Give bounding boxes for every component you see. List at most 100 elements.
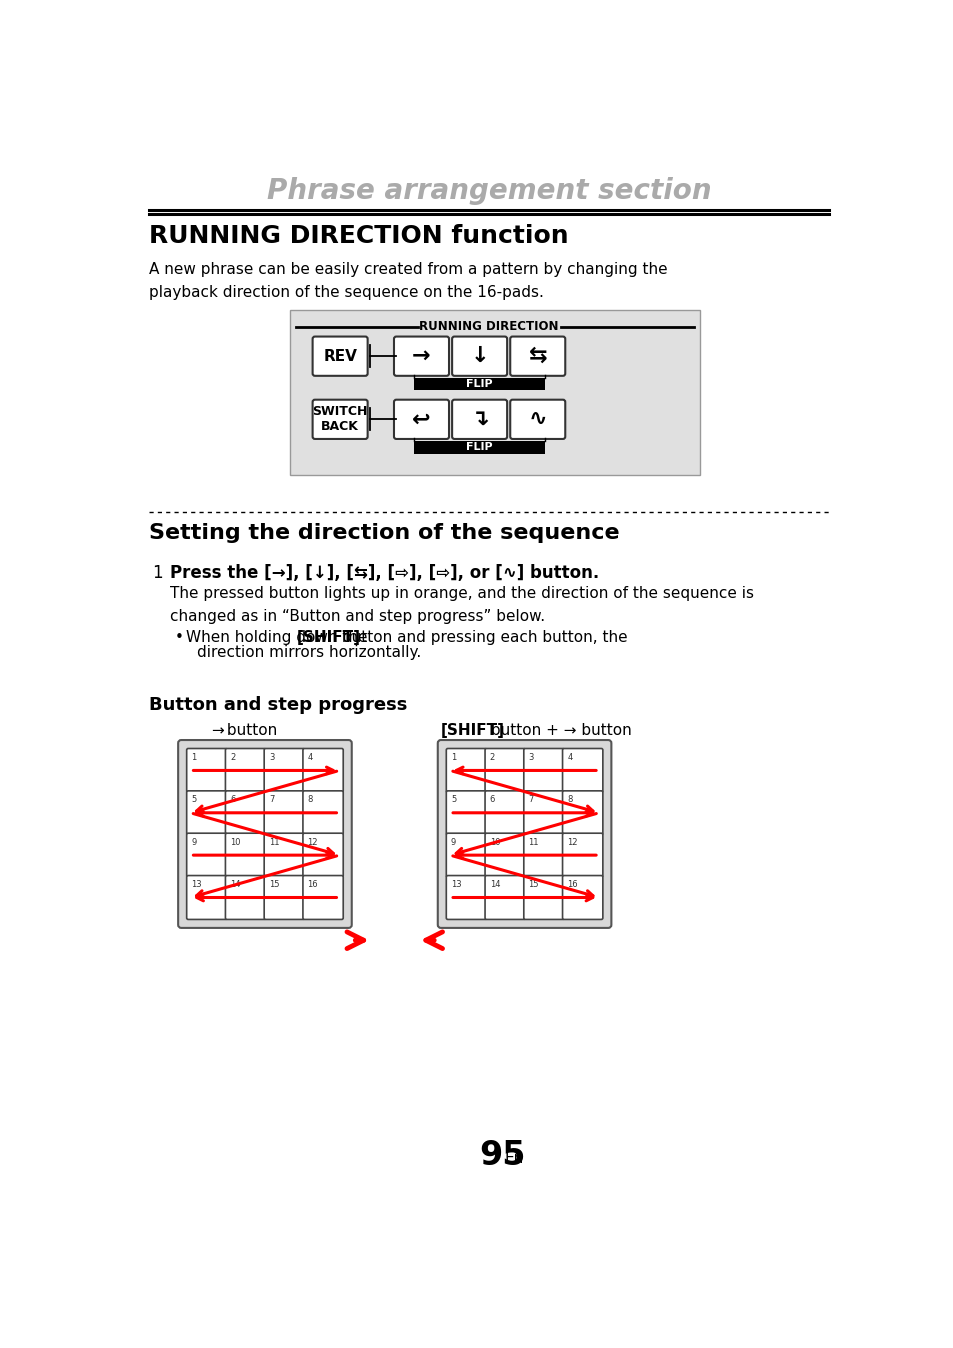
Text: 6: 6 [489,795,495,805]
Text: ⇆: ⇆ [528,346,546,367]
Text: 95: 95 [478,1139,525,1171]
FancyBboxPatch shape [414,441,545,453]
Text: RUNNING DIRECTION: RUNNING DIRECTION [418,319,558,333]
Text: 16: 16 [307,880,318,890]
Text: 2: 2 [489,754,495,762]
Text: 7: 7 [528,795,534,805]
Text: 3: 3 [269,754,274,762]
Text: Press the [→], [↓], [⇆], [⇨], [⇨], or [∿] button.: Press the [→], [↓], [⇆], [⇨], [⇨], or [∿… [170,565,598,582]
Text: 16: 16 [567,880,578,890]
FancyBboxPatch shape [178,740,352,927]
FancyBboxPatch shape [523,791,563,834]
Text: 1: 1 [451,754,456,762]
FancyBboxPatch shape [446,876,486,919]
Text: 13: 13 [192,880,202,890]
Text: 7: 7 [269,795,274,805]
Text: ↩: ↩ [412,410,431,429]
Text: 12: 12 [567,838,578,847]
FancyBboxPatch shape [187,748,227,793]
FancyBboxPatch shape [187,876,227,919]
Text: button + → button: button + → button [485,723,631,739]
FancyBboxPatch shape [187,791,227,834]
Text: 11: 11 [528,838,538,847]
Text: 10: 10 [230,838,240,847]
Text: 1: 1 [192,754,196,762]
Text: 9: 9 [451,838,456,847]
FancyBboxPatch shape [484,833,525,878]
FancyBboxPatch shape [264,876,304,919]
Text: RUNNING DIRECTION function: RUNNING DIRECTION function [149,225,568,248]
Text: FLIP: FLIP [466,442,493,453]
Text: [SHIFT]: [SHIFT] [296,630,360,644]
FancyBboxPatch shape [446,833,486,878]
FancyBboxPatch shape [484,876,525,919]
FancyBboxPatch shape [523,876,563,919]
Text: 13: 13 [451,880,461,890]
Text: 8: 8 [567,795,572,805]
Text: Button and step progress: Button and step progress [149,696,407,714]
Text: 10: 10 [489,838,499,847]
Text: ↴: ↴ [470,410,489,429]
Text: 15: 15 [269,880,279,890]
FancyBboxPatch shape [562,876,602,919]
FancyBboxPatch shape [562,791,602,834]
Text: →: → [211,723,223,739]
Text: 8: 8 [307,795,313,805]
FancyBboxPatch shape [484,748,525,793]
Text: 14: 14 [230,880,240,890]
FancyBboxPatch shape [510,337,565,376]
Text: 2: 2 [230,754,235,762]
Text: ↓: ↓ [470,346,489,367]
FancyBboxPatch shape [225,748,266,793]
FancyBboxPatch shape [303,748,343,793]
Text: The pressed button lights up in orange, and the direction of the sequence is
cha: The pressed button lights up in orange, … [170,586,753,624]
Text: 1: 1 [152,565,162,582]
Text: 5: 5 [192,795,196,805]
FancyBboxPatch shape [303,791,343,834]
FancyBboxPatch shape [187,833,227,878]
FancyBboxPatch shape [523,748,563,793]
FancyBboxPatch shape [313,400,367,439]
FancyBboxPatch shape [264,748,304,793]
FancyBboxPatch shape [437,740,611,927]
Text: SWITCH
BACK: SWITCH BACK [313,406,368,433]
Text: 9: 9 [192,838,196,847]
FancyBboxPatch shape [452,337,507,376]
Text: button and pressing each button, the: button and pressing each button, the [336,630,627,644]
Text: 11: 11 [269,838,279,847]
FancyBboxPatch shape [484,791,525,834]
Text: Setting the direction of the sequence: Setting the direction of the sequence [149,523,618,543]
Text: A new phrase can be easily created from a pattern by changing the
playback direc: A new phrase can be easily created from … [149,262,667,299]
FancyBboxPatch shape [264,791,304,834]
FancyBboxPatch shape [510,400,565,439]
Text: 5: 5 [451,795,456,805]
FancyBboxPatch shape [303,833,343,878]
FancyBboxPatch shape [452,400,507,439]
Text: •: • [174,630,184,644]
Text: 12: 12 [307,838,317,847]
FancyBboxPatch shape [446,748,486,793]
FancyBboxPatch shape [303,876,343,919]
Text: 3: 3 [528,754,534,762]
Text: FLIP: FLIP [466,379,493,390]
Text: When holding down the: When holding down the [186,630,372,644]
FancyBboxPatch shape [290,310,700,474]
FancyBboxPatch shape [562,748,602,793]
FancyBboxPatch shape [225,876,266,919]
Text: En: En [504,1151,523,1166]
Text: 4: 4 [307,754,313,762]
Text: direction mirrors horizontally.: direction mirrors horizontally. [196,646,420,661]
Text: 15: 15 [528,880,538,890]
FancyBboxPatch shape [225,791,266,834]
FancyBboxPatch shape [225,833,266,878]
Text: [SHIFT]: [SHIFT] [440,723,504,739]
FancyBboxPatch shape [562,833,602,878]
FancyBboxPatch shape [394,400,449,439]
FancyBboxPatch shape [264,833,304,878]
FancyBboxPatch shape [313,337,367,376]
Text: 14: 14 [489,880,499,890]
Text: →: → [412,346,431,367]
Text: ∿: ∿ [528,410,546,429]
Text: 6: 6 [230,795,235,805]
Text: button: button [221,723,276,739]
